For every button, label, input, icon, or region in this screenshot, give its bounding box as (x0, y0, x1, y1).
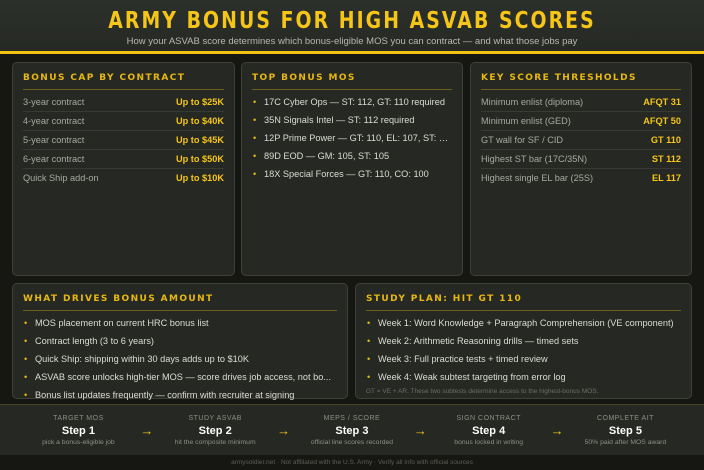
arrow-icon: → (413, 422, 427, 438)
step-item: TARGET MOS Step 1 pick a bonus-eligible jo… (23, 415, 133, 446)
footer: armysoldier.net · Not affiliated with th… (231, 459, 473, 466)
list-item: 35N Signals Intel — ST: 112 required (252, 111, 452, 129)
step-desc: official line scores recorded (310, 438, 394, 446)
row-value: Up to $10K (176, 173, 224, 183)
list-item: 17C Cyber Ops — ST: 112, GT: 110 require… (252, 93, 452, 111)
card-title: WHAT DRIVES BONUS AMOUNT (23, 294, 337, 311)
list-item: Week 1: Word Knowledge + Paragraph Compr… (366, 314, 681, 332)
row-label: Minimum enlist (diploma) (481, 97, 584, 107)
row-value: GT 110 (650, 135, 681, 145)
step-label: SIGN CONTRACT (456, 414, 521, 422)
row-value: AFQT 31 (643, 97, 681, 107)
row-label: 5-year contract (23, 135, 85, 145)
list-item: Bonus list updates frequently — confirm … (23, 386, 337, 404)
step-item: COMPLETE AIT Step 5 50% paid after MOS awa… (570, 415, 680, 446)
drivers-card: WHAT DRIVES BONUS AMOUNT MOS placement o… (12, 283, 348, 400)
table-row: 4-year contract Up to $40K (23, 112, 224, 131)
step-number: Step 1 (61, 424, 95, 437)
list-item: Week 4: Weak subtest targeting from erro… (366, 368, 681, 386)
list-item: ASVAB score unlocks high-tier MOS — scor… (23, 368, 337, 386)
top-mos-card: TOP BONUS MOS 17C Cyber Ops — ST: 112, G… (241, 62, 463, 276)
study-plan-card: STUDY PLAN: HIT GT 110 Week 1: Word Know… (355, 283, 692, 399)
list-item: MOS placement on current HRC bonus list (23, 314, 337, 332)
list-item: 12P Prime Power — GT: 110, EL: 107, ST: … (252, 129, 452, 147)
row-value: Up to $50K (176, 154, 224, 164)
step-label: MEPS / SCORE (323, 414, 381, 422)
arrow-icon: → (140, 422, 154, 438)
step-desc: pick a bonus-eligible job (42, 438, 115, 446)
step-desc: hit the composite minimum (174, 438, 256, 446)
page-subtitle: How your ASVAB score determines which bo… (126, 36, 578, 47)
table-row: GT wall for SF / CID GT 110 (481, 131, 681, 150)
row-value: Up to $40K (176, 116, 224, 126)
row-value: ST 112 (651, 154, 681, 164)
card-title: BONUS CAP BY CONTRACT (23, 73, 224, 90)
step-label: STUDY ASVAB (188, 414, 242, 422)
card-title: TOP BONUS MOS (252, 73, 452, 90)
step-number: Step 3 (335, 424, 369, 437)
header: ARMY BONUS FOR HIGH ASVAB SCORES How you… (0, 0, 704, 54)
list-item: Week 3: Full practice tests + timed revi… (366, 350, 681, 368)
row-label: Highest ST bar (17C/35N) (481, 154, 588, 164)
table-row: Minimum enlist (diploma) AFQT 31 (481, 93, 681, 112)
arrow-icon: → (277, 422, 291, 438)
row-value: AFQT 50 (643, 116, 681, 126)
step-item: MEPS / SCORE Step 3 official line scores r… (297, 415, 407, 446)
study-note: GT = VE + AR. These two subtests determi… (366, 388, 599, 395)
thresholds-card: KEY SCORE THRESHOLDS Minimum enlist (dip… (470, 62, 692, 276)
step-desc: bonus locked in writing (454, 438, 524, 446)
table-row: Quick Ship add-on Up to $10K (23, 169, 224, 187)
row-label: GT wall for SF / CID (481, 135, 564, 145)
row-label: 4-year contract (23, 116, 85, 126)
step-item: SIGN CONTRACT Step 4 bonus locked in writi… (434, 415, 544, 446)
bonus-cap-card: BONUS CAP BY CONTRACT 3-year contract Up … (12, 62, 235, 276)
step-item: STUDY ASVAB Step 2 hit the composite minim… (160, 415, 270, 446)
list-item: 89D EOD — GM: 105, ST: 105 (252, 147, 452, 165)
row-value: EL 117 (652, 173, 681, 183)
table-row: 5-year contract Up to $45K (23, 131, 224, 150)
step-number: Step 5 (608, 424, 642, 437)
table-row: Highest single EL bar (25S) EL 117 (481, 169, 681, 187)
row-label: Highest single EL bar (25S) (481, 173, 594, 183)
row-label: Quick Ship add-on (23, 173, 99, 183)
table-row: Minimum enlist (GED) AFQT 50 (481, 112, 681, 131)
steps-bar: TARGET MOS Step 1 pick a bonus-eligible jo… (0, 404, 704, 455)
step-number: Step 2 (198, 424, 232, 437)
table-row: 3-year contract Up to $25K (23, 93, 224, 112)
row-label: 6-year contract (23, 154, 85, 164)
list-item: 18X Special Forces — GT: 110, CO: 100 (252, 165, 452, 183)
card-title: STUDY PLAN: HIT GT 110 (366, 294, 681, 311)
card-title: KEY SCORE THRESHOLDS (481, 73, 681, 90)
row-value: Up to $45K (176, 135, 224, 145)
row-label: 3-year contract (23, 97, 85, 107)
row-label: Minimum enlist (GED) (481, 116, 571, 126)
step-number: Step 4 (472, 424, 506, 437)
step-desc: 50% paid after MOS award (584, 438, 667, 446)
step-label: COMPLETE AIT (596, 414, 654, 422)
list-item: Contract length (3 to 6 years) (23, 332, 337, 350)
arrow-icon: → (550, 422, 564, 438)
table-row: Highest ST bar (17C/35N) ST 112 (481, 150, 681, 169)
row-value: Up to $25K (176, 97, 224, 107)
list-item: Quick Ship: shipping within 30 days adds… (23, 350, 337, 368)
page-title: ARMY BONUS FOR HIGH ASVAB SCORES (108, 8, 596, 34)
table-row: 6-year contract Up to $50K (23, 150, 224, 169)
list-item: Week 2: Arithmetic Reasoning drills — ti… (366, 332, 681, 350)
step-label: TARGET MOS (53, 414, 104, 422)
